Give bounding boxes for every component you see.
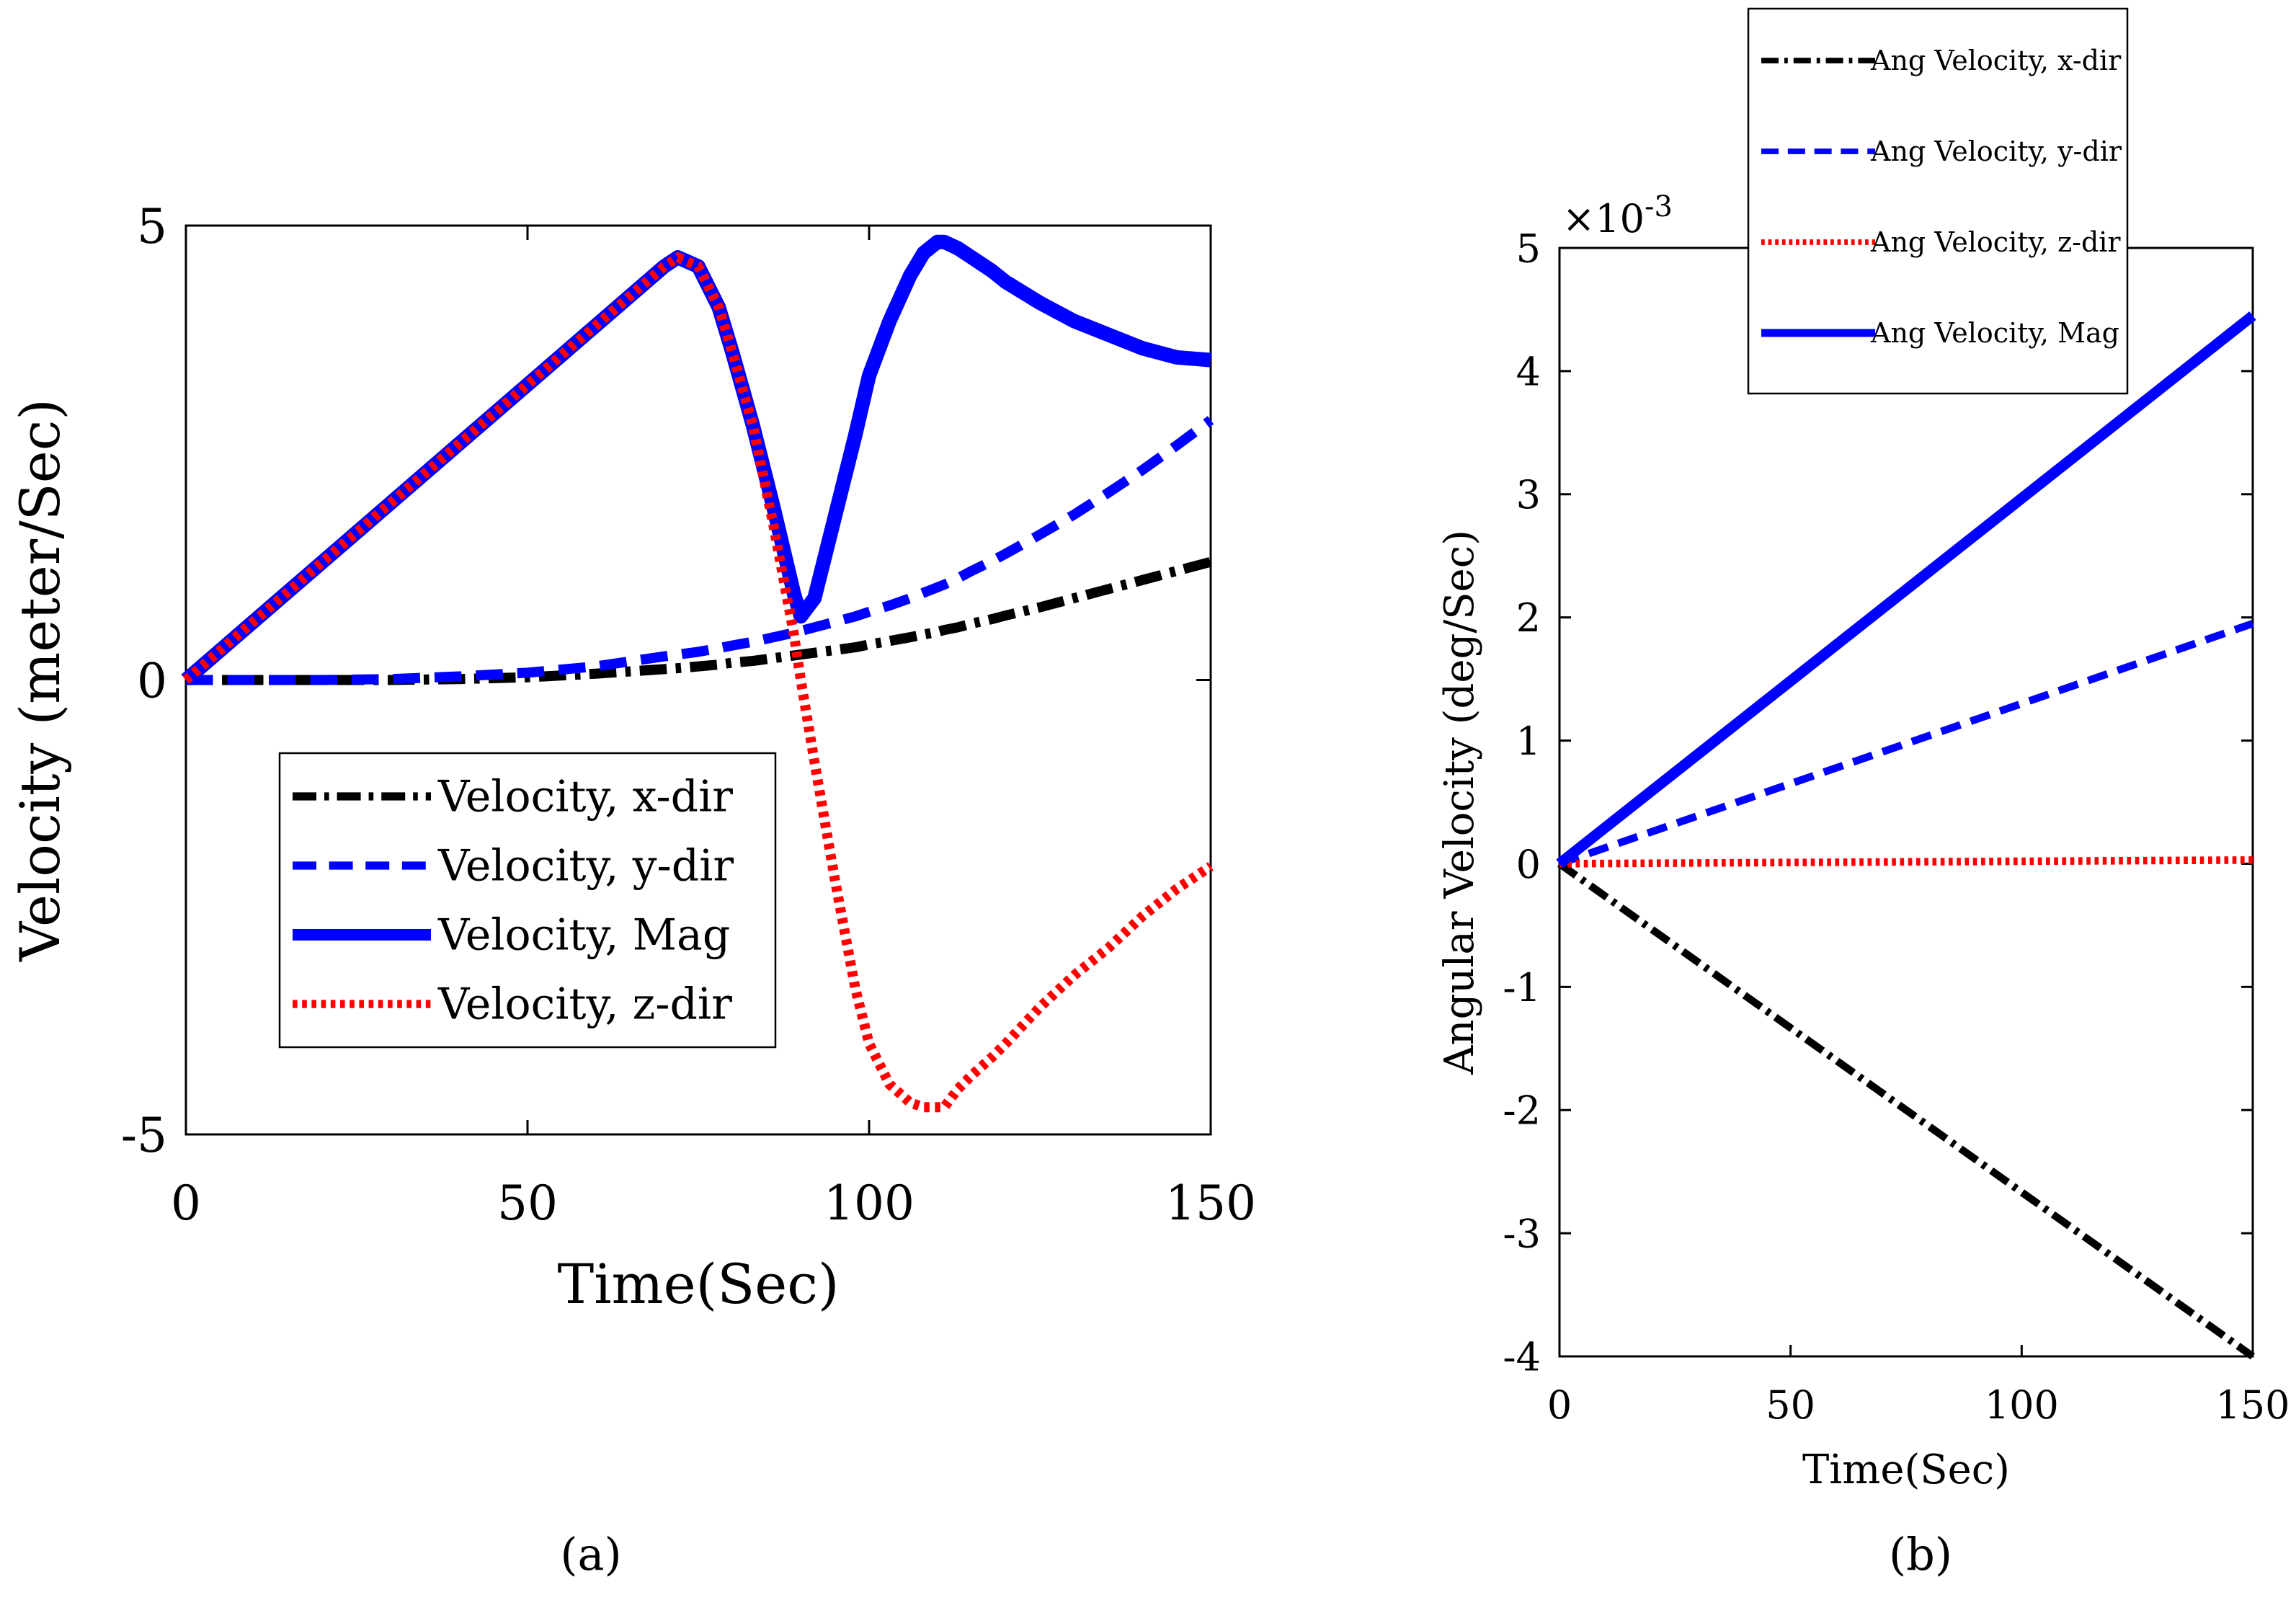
series-line-ang-velocity-mag	[1556, 311, 2256, 868]
legend-label-velocity-y-dir: Velocity, y-dir	[437, 840, 734, 891]
y-tick-label: 1	[1516, 719, 1541, 764]
legend-label-ang-velocity-y-dir: Ang Velocity, y-dir	[1870, 135, 2122, 167]
y-tick-label: -5	[121, 1108, 167, 1163]
y-tick-label: 2	[1516, 595, 1541, 641]
series-line-velocity-y-dir	[186, 416, 1214, 685]
exponent-label: ×10-3	[1562, 190, 1673, 241]
legend-label-velocity-mag: Velocity, Mag	[437, 910, 730, 960]
y-axis-label: Angular Velocity (deg/Sec)	[1436, 530, 1483, 1075]
y-tick-label: 5	[137, 199, 167, 254]
legend-label-ang-velocity-x-dir: Ang Velocity, x-dir	[1870, 45, 2122, 76]
legend-label-ang-velocity-z-dir: Ang Velocity, z-dir	[1870, 226, 2121, 258]
series-line-ang-velocity-x-dir	[1557, 861, 2256, 1360]
x-tick-label: 100	[1985, 1382, 2059, 1428]
x-tick-label: 150	[1165, 1175, 1256, 1231]
x-tick-label: 50	[1766, 1382, 1815, 1428]
x-tick-label: 100	[824, 1175, 915, 1231]
y-tick-label: 4	[1516, 349, 1541, 394]
legend-label-ang-velocity-mag: Ang Velocity, Mag	[1870, 317, 2119, 349]
x-tick-label: 0	[171, 1175, 201, 1231]
chart-b: 0 50 100 150 -4 -3 -2 -1 0 1 2 3 4 5 ×10-3 Time(Sec) Ang…	[1436, 7, 2290, 1493]
series-line-velocity-x-dir	[186, 556, 1212, 685]
y-tick-label: 0	[1516, 842, 1541, 887]
series-line-ang-velocity-y-dir	[1558, 620, 2254, 868]
y-axis-label: Velocity (meter/Sec)	[8, 399, 72, 962]
x-axis-label: Time(Sec)	[1802, 1446, 2010, 1493]
exponent-power: -3	[1645, 190, 1673, 223]
x-tick-label: 0	[1547, 1382, 1572, 1428]
series-line-ang-velocity-z-dir	[1559, 856, 2253, 868]
caption-b: (b)	[1889, 1528, 1952, 1581]
legend: Ang Velocity, x-dir Ang Velocity, y-dir An…	[1747, 7, 2129, 395]
y-tick-label: -3	[1503, 1212, 1541, 1257]
x-axis-label: Time(Sec)	[558, 1252, 840, 1316]
legend: Velocity, x-dir Velocity, y-dir Velocity, …	[278, 752, 777, 1049]
series-line-velocity-mag	[181, 234, 1211, 686]
y-tick-label: -4	[1503, 1334, 1541, 1379]
y-tick-label: -1	[1503, 965, 1541, 1010]
x-tick-label: 50	[497, 1175, 558, 1231]
y-tick-label: -2	[1503, 1088, 1541, 1134]
axes-box	[1558, 246, 2254, 1358]
y-tick-label: 5	[1516, 226, 1541, 271]
y-tick-label: 0	[137, 653, 167, 708]
caption-a: (a)	[560, 1528, 621, 1581]
y-tick-label: 3	[1516, 472, 1541, 517]
legend-box	[278, 752, 777, 1049]
legend-label-velocity-x-dir: Velocity, x-dir	[437, 771, 733, 822]
x-tick-label: 150	[2215, 1382, 2290, 1428]
series-line-velocity-z-dir	[182, 252, 1214, 1113]
legend-label-velocity-z-dir: Velocity, z-dir	[437, 979, 732, 1029]
